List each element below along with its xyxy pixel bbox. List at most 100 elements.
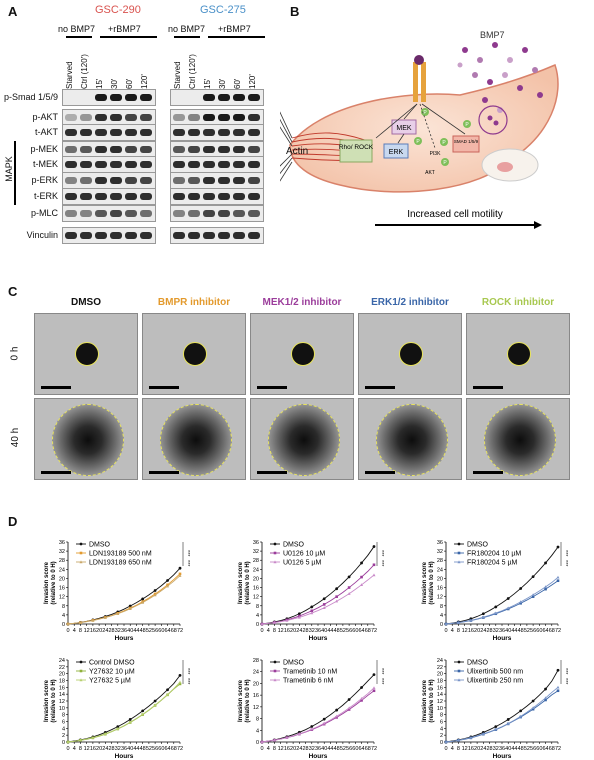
cell-line-1-title: GSC-290	[95, 4, 141, 16]
micrograph-0h	[34, 313, 138, 395]
data-point	[335, 587, 339, 591]
data-point	[494, 611, 498, 615]
blot-band	[188, 114, 200, 121]
y-tick-label: 16	[437, 586, 443, 592]
x-tick-label: 44	[511, 746, 517, 752]
blot-band	[110, 114, 122, 121]
data-point	[519, 714, 523, 718]
data-point	[469, 618, 473, 622]
data-point	[556, 545, 560, 549]
x-tick-label: 72	[555, 628, 561, 634]
data-point	[66, 740, 70, 744]
x-tick-label: 20	[96, 746, 102, 752]
data-point	[494, 725, 498, 729]
blot-band	[233, 210, 245, 217]
blot-band	[218, 193, 230, 200]
data-point	[444, 740, 448, 744]
series-line	[445, 686, 559, 743]
x-tick-label: 36	[315, 746, 321, 752]
data-point	[347, 698, 351, 701]
scale-bar	[41, 471, 71, 474]
legend-label: Trametinib 6 nM	[283, 678, 333, 685]
blot-band	[173, 177, 185, 184]
legend-marker	[273, 542, 277, 546]
x-tick-label: 48	[334, 746, 340, 752]
blot-band	[80, 232, 92, 239]
data-point	[153, 699, 157, 703]
x-tick-label: 40	[127, 746, 133, 752]
y-tick-label: 16	[59, 586, 65, 592]
blot-band	[65, 210, 77, 217]
y-tick-label: 28	[253, 658, 259, 664]
blot-band	[203, 114, 215, 121]
blot-band	[80, 210, 92, 217]
y-tick-label: 16	[59, 685, 65, 691]
data-point	[544, 698, 547, 702]
blot-strip	[62, 124, 156, 141]
data-point	[322, 721, 326, 725]
cell-line-2-title: GSC-275	[200, 4, 246, 16]
y-tick-label: 24	[437, 658, 443, 664]
blot-band	[95, 146, 107, 153]
y-tick-label: 8	[440, 604, 443, 610]
x-tick-label: 4	[73, 746, 76, 752]
x-tick-label: 72	[177, 628, 183, 634]
group-bar	[174, 36, 200, 38]
data-point	[310, 727, 314, 731]
x-tick-label: 28	[302, 628, 308, 634]
data-point	[506, 597, 510, 600]
blot-band	[233, 193, 245, 200]
x-tick-label: 8	[79, 746, 82, 752]
condition-title: DMSO	[71, 297, 101, 308]
y-tick-label: 20	[59, 576, 65, 582]
legend-label: Y27632 5 µM	[89, 678, 131, 685]
x-tick-label: 12	[84, 746, 90, 752]
micrograph-0h	[358, 313, 462, 395]
data-point	[322, 603, 326, 606]
data-point	[335, 599, 339, 603]
data-point	[260, 740, 264, 744]
nucleus	[481, 148, 539, 182]
x-tick-label: 52	[340, 628, 346, 634]
x-tick-label: 40	[321, 746, 327, 752]
data-point	[78, 621, 82, 624]
blot-band	[140, 193, 152, 200]
y-tick-label: 2	[62, 733, 65, 739]
significance-mark: ***	[562, 560, 568, 567]
blot-band	[218, 210, 230, 217]
data-point	[178, 566, 182, 570]
data-point	[481, 615, 485, 619]
x-tick-label: 48	[334, 628, 340, 634]
data-point	[141, 597, 145, 601]
lane-label: 60'	[125, 78, 134, 89]
data-point	[153, 593, 157, 597]
blot-band	[125, 210, 137, 217]
group-no-bmp7-2: no BMP7	[168, 24, 206, 34]
group-bar	[66, 36, 92, 38]
y-tick-label: 14	[437, 692, 443, 698]
y-tick-label: 16	[253, 586, 259, 592]
lane-label: Ctrl (120')	[188, 54, 197, 89]
x-tick-label: 72	[371, 746, 377, 752]
x-tick-label: 52	[340, 746, 346, 752]
blot-band	[140, 114, 152, 121]
x-tick-label: 36	[121, 628, 127, 634]
y-tick-label: 24	[253, 567, 259, 573]
y-tick-label: 8	[62, 604, 65, 610]
x-tick-label: 12	[278, 628, 284, 634]
x-tick-label: 64	[542, 628, 548, 634]
spheroid-core	[399, 342, 423, 366]
erk-box	[383, 143, 409, 159]
x-tick-label: 24	[296, 746, 302, 752]
data-point	[481, 612, 485, 616]
blot-band	[203, 177, 215, 184]
blot-band	[80, 146, 92, 153]
data-point	[360, 697, 364, 700]
legend-label: DMSO	[283, 542, 305, 549]
blot-band	[110, 129, 122, 136]
group-bar	[208, 36, 265, 38]
y-tick-label: 32	[437, 549, 443, 555]
mek-text: MEK	[396, 125, 412, 132]
series-line	[445, 546, 559, 625]
